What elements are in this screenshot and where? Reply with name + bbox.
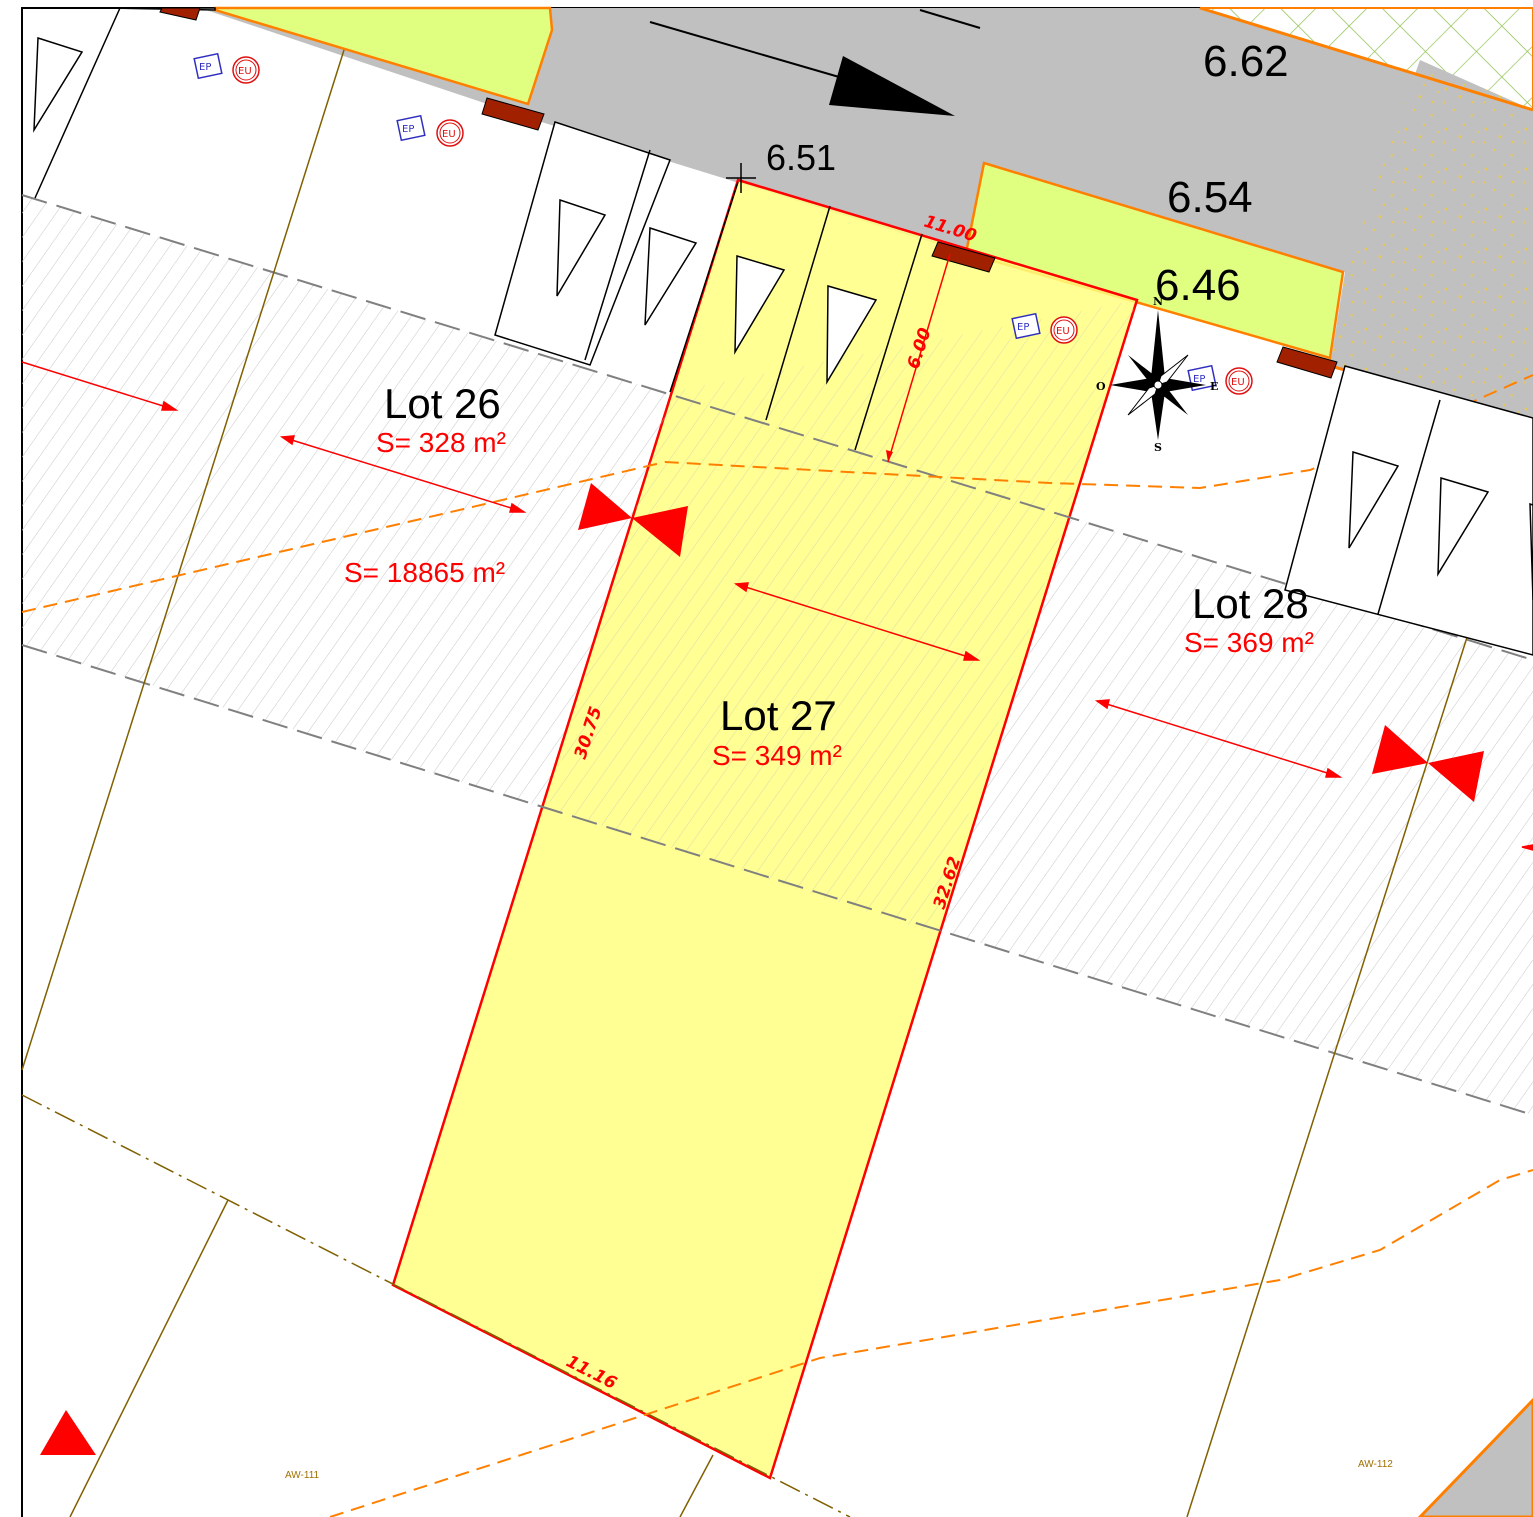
parking-space-icon — [644, 226, 698, 326]
svg-text:E: E — [1210, 380, 1218, 393]
ep-eu-symbol-1: EP EU — [193, 52, 260, 84]
parking-space-icon — [556, 198, 607, 297]
elevation-label: 6.46 — [1155, 261, 1241, 310]
survey-point-cross-icon — [726, 163, 756, 193]
flow-direction-arrow-icon — [829, 56, 955, 116]
svg-text:N: N — [1153, 295, 1163, 308]
parking-space-icon — [734, 255, 786, 355]
elevation-label: 6.51 — [766, 137, 836, 178]
lot-28-label: Lot 28 — [1192, 580, 1309, 627]
svg-text:EU: EU — [1231, 377, 1245, 388]
svg-text:S: S — [1154, 441, 1162, 454]
elevation-label: 6.62 — [1203, 37, 1289, 86]
parking-space-icon — [1348, 450, 1400, 549]
easement-line-bottom — [21, 644, 1533, 1116]
parking-space-icon — [826, 285, 878, 385]
elevation-label: 6.54 — [1167, 173, 1253, 222]
lot-27-label: Lot 27 — [720, 692, 837, 739]
svg-text:EU: EU — [238, 66, 252, 77]
svg-text:EP: EP — [199, 62, 211, 73]
road-corner — [1417, 1397, 1533, 1517]
parcel-reference: AW-112 — [1358, 1459, 1393, 1470]
ep-eu-symbol-3: EP EU — [1011, 312, 1078, 344]
lot-26-label: Lot 26 — [384, 380, 501, 427]
road-edge — [1199, 6, 1533, 112]
lot-28-area: S= 369 m² — [1184, 627, 1314, 658]
network-lines — [21, 374, 1533, 1517]
lot-27-area: S= 349 m² — [712, 740, 842, 771]
svg-text:EP: EP — [1193, 374, 1205, 385]
parcel-reference: AW-111 — [285, 1470, 320, 1481]
road-line-top — [919, 9, 981, 29]
lot-26-area: S= 328 m² — [376, 427, 506, 458]
parking-space-icon — [1529, 502, 1533, 601]
svg-text:EU: EU — [1056, 326, 1070, 337]
ep-eu-symbol-2: EP EU — [396, 114, 464, 147]
access-points — [159, 7, 1338, 379]
parking-spaces — [33, 7, 1533, 656]
green-space-right — [964, 161, 1345, 360]
parking-space-icon — [1437, 477, 1490, 577]
svg-text:O: O — [1096, 380, 1106, 393]
svg-text:EU: EU — [442, 129, 456, 140]
road-line — [649, 21, 871, 87]
annotation-arrows — [21, 361, 1533, 851]
zone-area-label: S= 18865 m² — [344, 557, 505, 588]
svg-text:EP: EP — [1017, 322, 1029, 333]
valve-icon — [40, 483, 1484, 1455]
depth-dimension-line — [887, 253, 951, 463]
svg-text:EP: EP — [402, 124, 414, 135]
lot-27-hatch-overlay — [548, 300, 1137, 932]
parking-space-icon — [33, 36, 84, 133]
compass-rose-icon: N S O E — [1096, 295, 1218, 454]
speckled-area — [1330, 60, 1533, 420]
